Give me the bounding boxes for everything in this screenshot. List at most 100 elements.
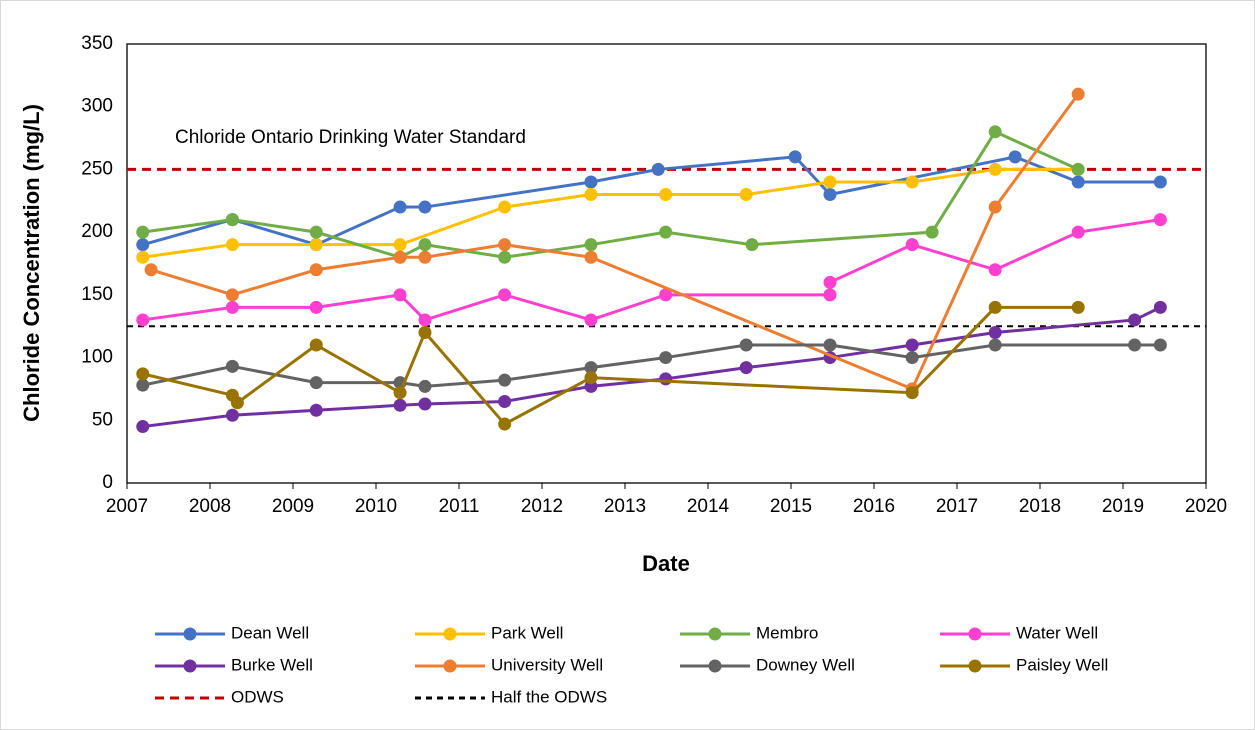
data-point	[225, 213, 239, 227]
data-point	[225, 408, 239, 422]
legend-marker	[183, 627, 197, 641]
data-point	[925, 225, 939, 239]
data-point	[418, 397, 432, 411]
y-tick-label: 100	[81, 347, 113, 368]
data-point	[659, 188, 673, 202]
y-tick-label: 50	[92, 409, 113, 430]
data-point	[905, 386, 919, 400]
data-point	[988, 325, 1002, 339]
y-tick-label: 300	[81, 96, 113, 117]
legend-label: Water Well	[1016, 623, 1098, 642]
data-point	[659, 372, 673, 386]
y-tick-label: 200	[81, 221, 113, 242]
data-point	[1153, 338, 1167, 352]
data-point	[498, 417, 512, 431]
series-line	[142, 167, 1079, 259]
data-point	[745, 238, 759, 252]
legend-marker	[708, 627, 722, 641]
data-point	[393, 386, 407, 400]
data-point	[1153, 213, 1167, 227]
y-tick-label: 150	[81, 284, 113, 305]
data-point	[309, 338, 323, 352]
x-tick-label: 2014	[687, 496, 730, 517]
data-point	[393, 398, 407, 412]
legend-label: Paisley Well	[1016, 655, 1108, 674]
data-point	[136, 420, 150, 434]
data-point	[823, 175, 837, 189]
series-line	[142, 343, 1161, 388]
data-point	[309, 300, 323, 314]
data-point	[418, 313, 432, 327]
data-point	[144, 263, 158, 277]
legend-label: Park Well	[491, 623, 563, 642]
data-point	[309, 238, 323, 252]
legend-marker	[708, 659, 722, 673]
series-line	[142, 218, 1161, 322]
data-point	[584, 313, 598, 327]
x-tick-label: 2020	[1185, 496, 1227, 517]
legend-marker	[968, 659, 982, 673]
legend-label: Burke Well	[231, 655, 313, 674]
y-axis-title: Chloride Concentration (mg/L)	[19, 104, 44, 422]
legend-label: ODWS	[231, 687, 284, 706]
data-point	[659, 225, 673, 239]
data-point	[739, 338, 753, 352]
legend-marker	[968, 627, 982, 641]
data-point	[418, 379, 432, 393]
data-point	[1071, 175, 1085, 189]
data-point	[823, 275, 837, 289]
data-point	[418, 200, 432, 214]
legend-label: Half the ODWS	[491, 687, 607, 706]
data-point	[418, 325, 432, 339]
data-point	[584, 361, 598, 375]
data-point	[309, 263, 323, 277]
data-point	[584, 188, 598, 202]
data-point	[1071, 87, 1085, 101]
data-point	[136, 367, 150, 381]
y-tick-label: 0	[102, 472, 113, 493]
data-point	[309, 403, 323, 417]
data-point	[988, 300, 1002, 314]
data-point	[498, 250, 512, 264]
legend-label: University Well	[491, 655, 603, 674]
x-tick-label: 2016	[853, 496, 895, 517]
data-point	[225, 359, 239, 373]
series-line	[142, 155, 1161, 247]
data-point	[1071, 162, 1085, 176]
x-tick-label: 2015	[770, 496, 812, 517]
data-point	[393, 288, 407, 302]
data-point	[136, 225, 150, 239]
data-point	[418, 250, 432, 264]
x-tick-label: 2019	[1102, 496, 1144, 517]
x-tick-label: 2007	[106, 496, 148, 517]
data-point	[498, 288, 512, 302]
legend-label: Membro	[756, 623, 818, 642]
data-point	[739, 361, 753, 375]
series-line	[142, 306, 1162, 429]
data-point	[498, 238, 512, 252]
data-point	[905, 238, 919, 252]
legend-label: Downey Well	[756, 655, 855, 674]
data-point	[498, 373, 512, 387]
legend-label: Dean Well	[231, 623, 309, 642]
data-point	[136, 313, 150, 327]
legend-marker	[183, 659, 197, 673]
y-tick-label: 350	[81, 33, 113, 54]
x-tick-label: 2008	[189, 496, 231, 517]
x-tick-label: 2010	[355, 496, 397, 517]
data-point	[823, 188, 837, 202]
data-point	[1008, 150, 1022, 164]
data-point	[498, 200, 512, 214]
data-point	[988, 162, 1002, 176]
x-axis-title: Date	[642, 551, 690, 576]
data-point	[1128, 313, 1142, 327]
x-tick-label: 2011	[439, 496, 480, 517]
data-point	[584, 371, 598, 385]
data-point	[225, 300, 239, 314]
data-point	[136, 250, 150, 264]
data-point	[988, 200, 1002, 214]
x-tick-label: 2017	[936, 496, 978, 517]
data-point	[905, 338, 919, 352]
data-point	[988, 338, 1002, 352]
